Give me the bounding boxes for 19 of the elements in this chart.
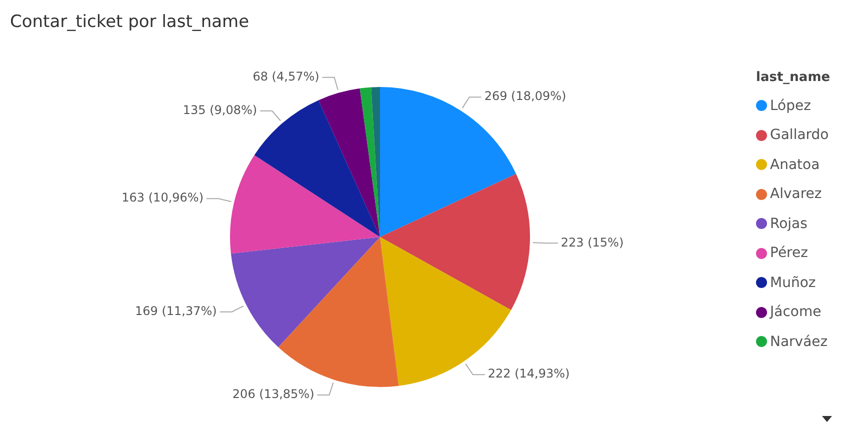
data-label: 222 (14,93%) (488, 366, 570, 381)
data-label: 163 (10,96%) (122, 190, 204, 205)
legend-label: Muñoz (770, 274, 816, 291)
legend-label: Pérez (770, 245, 808, 262)
data-label: 68 (4,57%) (252, 70, 320, 84)
legend-label: Anatoa (770, 156, 820, 173)
legend-label: Jácome (770, 304, 822, 320)
data-label: 135 (9,08%) (182, 102, 258, 117)
legend-label: López (770, 98, 811, 114)
data-label: 206 (13,85%) (232, 387, 314, 402)
data-label: 223 (15%) (560, 235, 624, 250)
data-label: 169 (11,37%) (135, 304, 217, 318)
legend-label: Narváez (770, 334, 828, 350)
legend-label: Gallardo (770, 127, 829, 144)
legend-label: Rojas (770, 216, 808, 232)
legend-title: last_name (756, 70, 830, 85)
chart-title: Contar_ticket por last_name (10, 12, 250, 32)
data-label: 269 (18,09%) (484, 89, 566, 104)
legend-label: Alvarez (770, 186, 822, 202)
